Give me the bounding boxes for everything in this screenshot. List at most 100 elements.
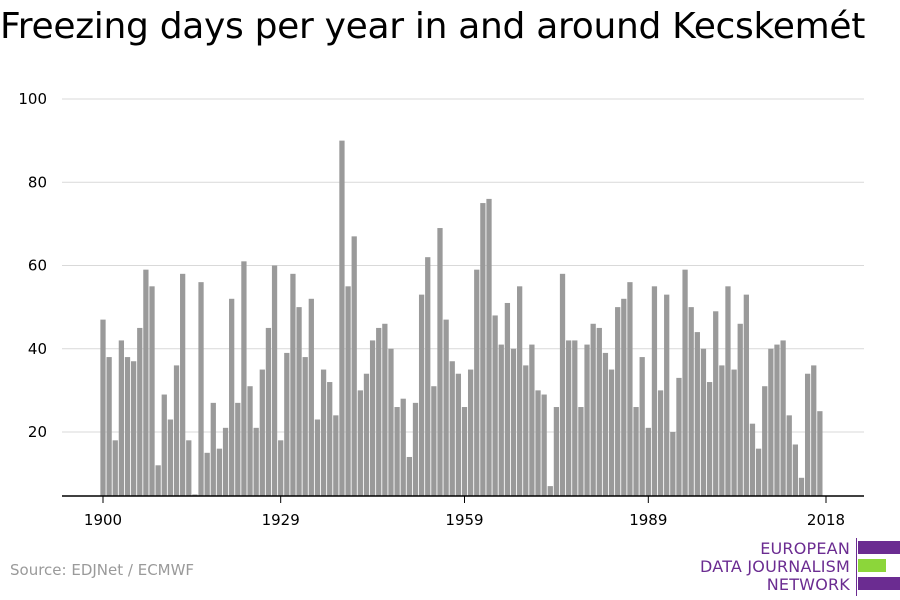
bar-1979 <box>584 344 590 496</box>
bar-1944 <box>369 340 376 496</box>
bar-1902 <box>112 440 118 496</box>
bar-1983 <box>608 369 615 496</box>
x-tick-label: 1900 <box>84 511 122 529</box>
bar-2012 <box>786 415 792 496</box>
bar-1930 <box>284 352 290 496</box>
bar-1951 <box>412 402 419 496</box>
bar-1972 <box>541 394 547 496</box>
logo-text-line3: NETWORK <box>766 575 850 594</box>
edjnet-logo: EUROPEAN DATA JOURNALISM NETWORK <box>700 538 900 596</box>
bar-2004 <box>737 323 743 496</box>
bar-1978 <box>578 407 584 496</box>
bar-1910 <box>161 394 167 496</box>
bar-1942 <box>357 390 363 496</box>
bar-1971 <box>535 390 541 496</box>
x-axis-ticks: 1900 1929 1959 1989 2018 <box>84 496 845 529</box>
bar-1912 <box>173 365 180 496</box>
bar-1948 <box>394 407 400 496</box>
bar-1923 <box>241 261 247 496</box>
bar-2010 <box>774 344 780 496</box>
x-tick-label: 1989 <box>629 511 667 529</box>
bar-1975 <box>559 273 566 496</box>
bar-1997 <box>694 332 700 496</box>
bar-1913 <box>180 273 186 496</box>
bar-2006 <box>749 423 756 496</box>
bar-1934 <box>308 298 314 496</box>
bar-2015 <box>804 373 811 496</box>
x-tick-label: 1929 <box>262 511 300 529</box>
bar-1986 <box>627 282 633 496</box>
bar-1915 <box>192 494 198 496</box>
y-tick-label: 80 <box>28 173 47 191</box>
bar-1969 <box>523 365 529 496</box>
bar-2000 <box>713 311 719 496</box>
bar-1940 <box>345 286 351 496</box>
bar-2003 <box>731 369 737 496</box>
bar-1945 <box>376 327 382 496</box>
bar-1932 <box>296 307 302 496</box>
bar-1966 <box>504 302 511 496</box>
y-axis-labels: 20 40 60 80 100 <box>18 90 47 441</box>
bar-1947 <box>388 348 394 496</box>
bar-1976 <box>566 340 572 496</box>
bar-1981 <box>596 327 602 496</box>
bar-1916 <box>198 282 204 496</box>
bar-1993 <box>670 432 676 496</box>
bar-2011 <box>780 340 786 496</box>
bar-1992 <box>664 294 670 496</box>
bar-1985 <box>621 298 627 496</box>
bar-1998 <box>700 348 707 496</box>
logo-text-line1: EUROPEAN <box>760 539 850 558</box>
bar-1938 <box>333 415 339 496</box>
bar-1954 <box>431 386 437 496</box>
bar-1925 <box>253 427 259 496</box>
bar-1929 <box>278 440 284 496</box>
bar-2001 <box>719 365 725 496</box>
bar-1967 <box>510 348 517 496</box>
bar-1962 <box>480 203 486 496</box>
bar-2009 <box>768 348 774 496</box>
bar-1936 <box>320 369 327 496</box>
bar-2007 <box>755 448 762 496</box>
bar-1991 <box>657 390 664 496</box>
logo-bar-middle <box>858 559 886 572</box>
bar-1999 <box>706 382 713 496</box>
bar-1974 <box>553 407 560 496</box>
bar-1987 <box>633 407 639 496</box>
bar-1908 <box>149 286 155 496</box>
bar-1928 <box>271 265 278 496</box>
bar-1963 <box>486 198 492 496</box>
bar-1927 <box>265 327 272 496</box>
bar-1973 <box>547 486 553 496</box>
bar-1919 <box>216 448 223 496</box>
bar-1904 <box>124 357 131 496</box>
bar-1995 <box>682 269 688 496</box>
bar-1958 <box>455 373 462 496</box>
bar-1922 <box>235 402 241 496</box>
source-note: Source: EDJNet / ECMWF <box>10 561 195 579</box>
logo-bar-top <box>858 541 900 554</box>
bar-1984 <box>615 307 621 496</box>
bar-1989 <box>645 427 651 496</box>
bar-1907 <box>143 269 149 496</box>
bar-2013 <box>792 444 798 496</box>
logo-bar-bottom <box>858 577 900 590</box>
bar-1909 <box>155 465 161 496</box>
bar-1970 <box>529 344 535 496</box>
bar-1906 <box>137 327 143 496</box>
bar-1931 <box>290 273 296 496</box>
bar-1900 <box>100 319 106 496</box>
bar-1959 <box>461 407 468 496</box>
bar-1977 <box>572 340 578 496</box>
bar-1946 <box>382 323 388 496</box>
bar-1955 <box>437 228 443 496</box>
logo-divider <box>856 538 857 596</box>
bar-1939 <box>339 140 345 496</box>
bar-1950 <box>406 456 412 496</box>
bar-2008 <box>762 386 768 496</box>
x-tick-label: 2018 <box>807 511 845 529</box>
bar-1952 <box>418 294 425 496</box>
bar-1965 <box>498 344 504 496</box>
bar-1994 <box>676 377 682 496</box>
bar-1943 <box>363 373 370 496</box>
